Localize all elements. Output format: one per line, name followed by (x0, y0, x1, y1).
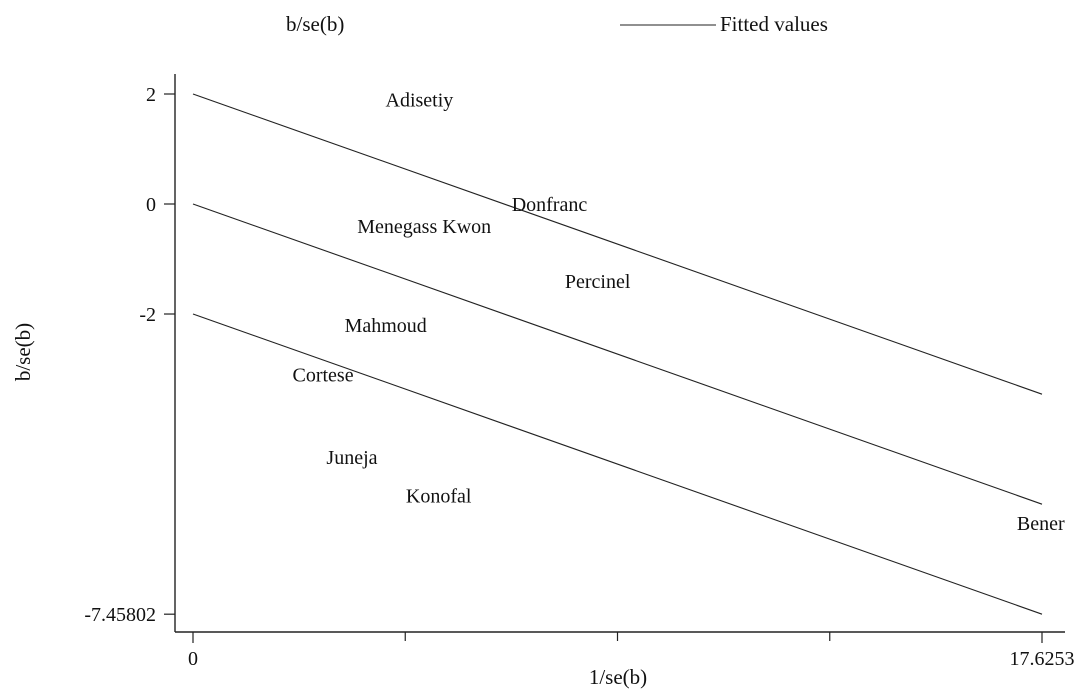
x-tick-label: 0 (188, 648, 198, 670)
point-label: Mahmoud (345, 315, 427, 337)
point-label: Donfranc (512, 194, 588, 216)
fitted-line-2 (192, 203, 1043, 505)
legend-entry-points: b/se(b) (286, 12, 344, 36)
point-label: Cortese (293, 365, 354, 387)
y-axis-title: b/se(b) (11, 323, 35, 381)
x-ticks: 0 17.6253 (188, 632, 1075, 670)
point-labels: Adisetiy Donfranc Menegass Kwon Percinel Mah… (293, 90, 1065, 536)
x-axis-title: 1/se(b) (589, 665, 647, 689)
point-label: Konofal (406, 486, 472, 508)
fitted-lines (192, 93, 1043, 615)
point-label: Menegass Kwon (357, 216, 491, 238)
point-label: Percinel (565, 271, 631, 293)
legend-entry-fitted: Fitted values (720, 12, 828, 36)
y-tick-label: 2 (146, 84, 156, 106)
legend: b/se(b) Fitted values (286, 12, 828, 36)
point-label: Bener (1017, 513, 1065, 535)
y-tick-label: -2 (139, 304, 156, 326)
fitted-line-3 (192, 313, 1043, 615)
fitted-line-1 (192, 93, 1043, 395)
point-label: Juneja (326, 447, 377, 469)
x-tick-label: 17.6253 (1010, 648, 1075, 670)
point-label: Adisetiy (386, 90, 454, 112)
y-tick-label: 0 (146, 194, 156, 216)
y-tick-label: -7.45802 (84, 604, 156, 626)
y-ticks: 2 0 -2 -7.45802 (84, 84, 175, 626)
